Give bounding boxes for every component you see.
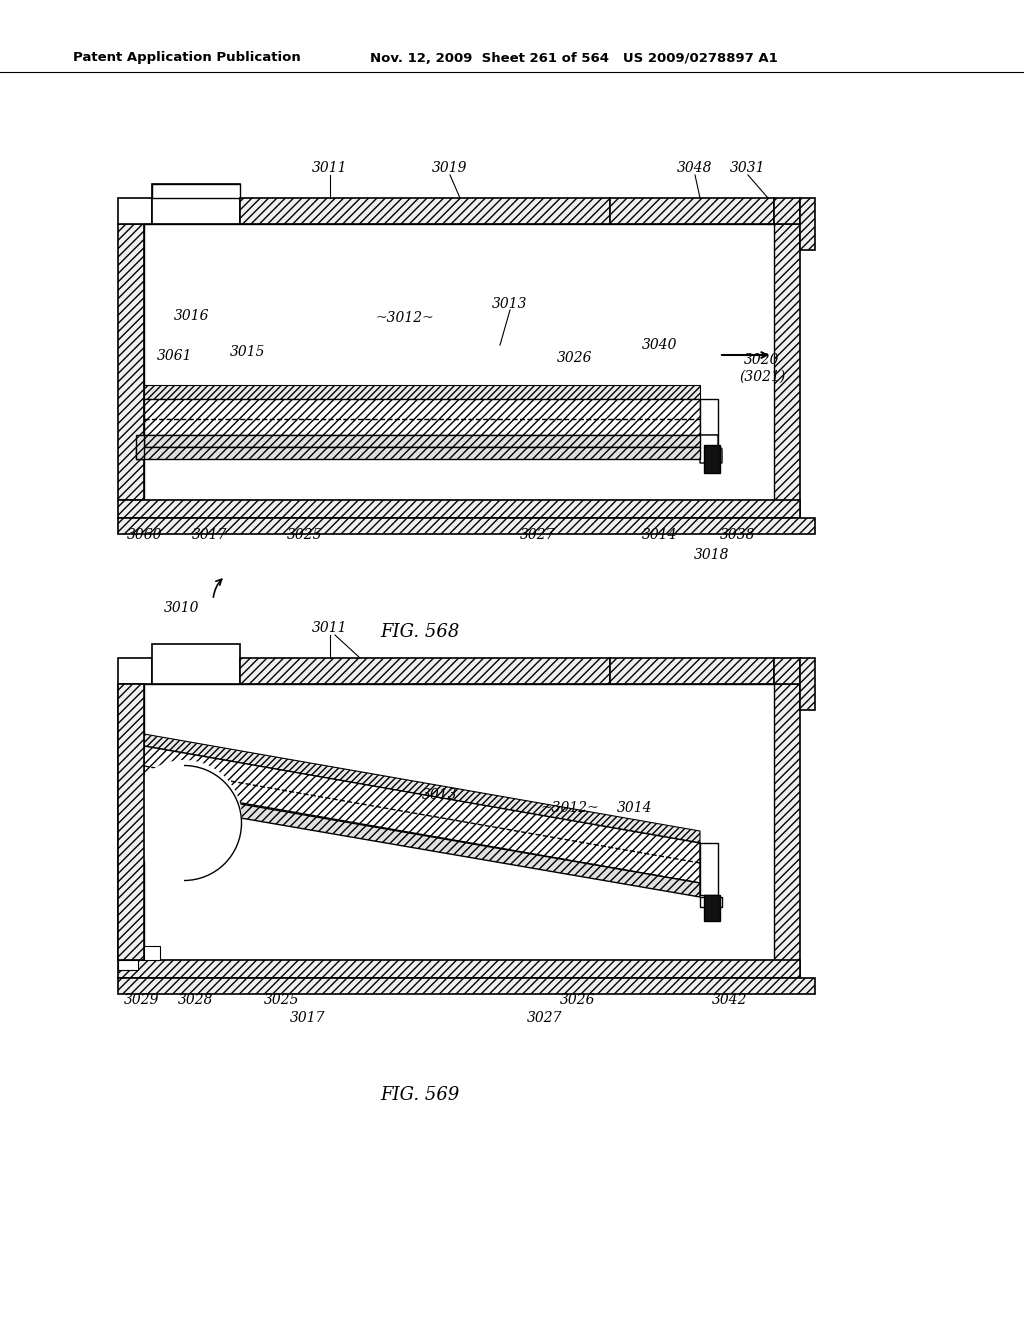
Text: 3048: 3048 (677, 161, 713, 176)
Polygon shape (144, 734, 700, 843)
Bar (136, 447, 700, 459)
Text: 3017: 3017 (290, 1011, 326, 1026)
Polygon shape (144, 746, 700, 883)
Bar (700, 399, 718, 436)
Bar (118, 960, 800, 978)
Text: 3016: 3016 (174, 309, 210, 323)
Bar (144, 946, 160, 960)
Text: 3013: 3013 (493, 297, 527, 312)
Bar (800, 198, 815, 249)
Bar (152, 183, 240, 198)
Bar (152, 183, 240, 224)
Text: 3026: 3026 (557, 351, 593, 366)
Text: 3019: 3019 (432, 161, 468, 176)
Text: ~3012~: ~3012~ (376, 312, 434, 325)
Text: Nov. 12, 2009  Sheet 261 of 564   US 2009/0278897 A1: Nov. 12, 2009 Sheet 261 of 564 US 2009/0… (370, 51, 778, 65)
Text: 3017: 3017 (193, 528, 227, 543)
Text: 3014: 3014 (617, 801, 652, 814)
Bar (610, 657, 774, 684)
Bar (700, 843, 718, 895)
Bar (118, 198, 152, 224)
Text: 3029: 3029 (124, 993, 160, 1007)
Text: 3031: 3031 (730, 161, 766, 176)
Text: 3026: 3026 (560, 993, 596, 1007)
Bar (144, 684, 774, 960)
Bar (118, 657, 152, 684)
Bar (118, 978, 815, 994)
Polygon shape (136, 785, 700, 898)
Text: 3042: 3042 (713, 993, 748, 1007)
Text: ~3012~: ~3012~ (541, 801, 599, 814)
Text: 3027: 3027 (520, 528, 556, 543)
Text: (3021): (3021) (739, 370, 785, 384)
Bar (800, 657, 815, 710)
Text: 3027: 3027 (527, 1011, 563, 1026)
Bar (774, 224, 800, 525)
Bar (136, 436, 144, 459)
Bar (700, 436, 718, 445)
Bar (118, 684, 144, 960)
Bar (144, 224, 774, 500)
Bar (705, 445, 720, 473)
Text: 3015: 3015 (230, 345, 266, 359)
Text: 3020: 3020 (744, 352, 779, 367)
Bar (118, 500, 800, 517)
Bar (700, 898, 722, 907)
Text: 3040: 3040 (642, 338, 678, 352)
Circle shape (126, 760, 242, 876)
Bar (118, 517, 815, 535)
Text: FIG. 568: FIG. 568 (380, 623, 460, 642)
Text: 3061: 3061 (158, 348, 193, 363)
Text: 3018: 3018 (694, 548, 730, 562)
Text: 3060: 3060 (127, 528, 163, 543)
Text: 3011: 3011 (312, 161, 348, 176)
Bar (610, 198, 774, 224)
Text: 3013: 3013 (422, 788, 458, 803)
Text: 3038: 3038 (720, 528, 756, 543)
Bar (774, 657, 800, 684)
Bar (152, 644, 240, 684)
Bar (774, 198, 800, 224)
Bar (240, 657, 610, 684)
Text: Patent Application Publication: Patent Application Publication (73, 51, 301, 65)
Bar (118, 684, 144, 960)
Bar (774, 684, 800, 975)
Bar (705, 895, 720, 921)
Text: 3010: 3010 (164, 601, 200, 615)
Bar (118, 960, 138, 970)
Bar (240, 198, 610, 224)
Bar (144, 436, 700, 447)
Bar (144, 385, 700, 399)
Bar (118, 224, 144, 500)
Text: 3025: 3025 (288, 528, 323, 543)
Polygon shape (700, 436, 722, 463)
Text: 3011: 3011 (312, 620, 348, 635)
Text: 3028: 3028 (178, 993, 214, 1007)
Text: 3014: 3014 (642, 528, 678, 543)
Text: 3025: 3025 (264, 993, 300, 1007)
Text: FIG. 569: FIG. 569 (380, 1086, 460, 1104)
Bar (144, 399, 700, 436)
